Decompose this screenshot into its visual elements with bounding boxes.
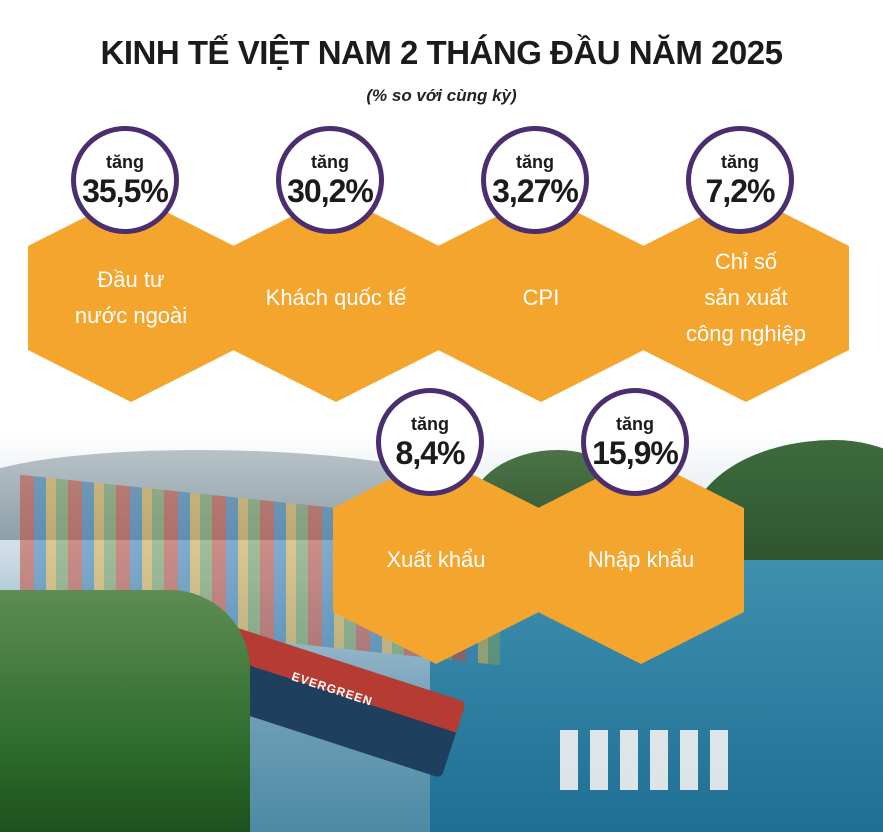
- tour-boats: [560, 730, 740, 790]
- page-title: KINH TẾ VIỆT NAM 2 THÁNG ĐẦU NĂM 2025: [100, 34, 783, 71]
- card-label: Xuất khẩu: [386, 547, 486, 572]
- value-circle: tăng 30,2%: [276, 126, 384, 234]
- value-circle: tăng 35,5%: [71, 126, 179, 234]
- change-value: 15,9%: [592, 435, 679, 471]
- change-value: 8,4%: [395, 435, 466, 471]
- card-label: Khách quốc tế: [265, 285, 407, 310]
- change-prefix: tăng: [721, 152, 759, 172]
- card-label: CPI: [522, 285, 560, 310]
- value-circle: tăng 8,4%: [376, 388, 484, 496]
- card-label: Chỉ số sản xuất công nghiệp: [686, 249, 806, 346]
- card-label: Đầu tư nước ngoài: [74, 267, 188, 328]
- value-circle: tăng 3,27%: [481, 126, 589, 234]
- change-value: 3,27%: [492, 173, 579, 209]
- change-value: 35,5%: [82, 173, 169, 209]
- value-circle: tăng 7,2%: [686, 126, 794, 234]
- change-prefix: tăng: [411, 414, 449, 434]
- change-prefix: tăng: [516, 152, 554, 172]
- card-label: Nhập khẩu: [587, 547, 695, 572]
- change-prefix: tăng: [616, 414, 654, 434]
- change-prefix: tăng: [106, 152, 144, 172]
- value-circle: tăng 15,9%: [581, 388, 689, 496]
- page-subtitle: (% so với cùng kỳ): [366, 86, 517, 105]
- change-prefix: tăng: [311, 152, 349, 172]
- factory-workers: [0, 590, 250, 832]
- change-value: 30,2%: [287, 173, 374, 209]
- change-value: 7,2%: [705, 173, 776, 209]
